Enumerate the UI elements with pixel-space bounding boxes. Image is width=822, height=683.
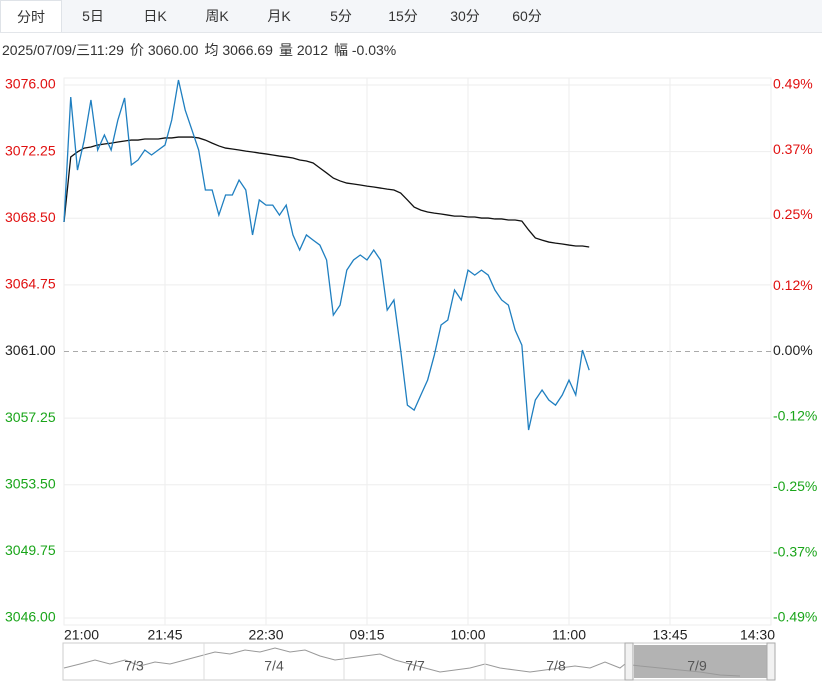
- x-tick-label: 22:30: [248, 627, 283, 643]
- tab[interactable]: 周K: [205, 8, 229, 24]
- y-tick-label: 3064.75: [5, 276, 56, 292]
- tab[interactable]: 日K: [143, 8, 167, 24]
- series-line: [63, 136, 590, 248]
- navigator-label: 7/4: [264, 658, 284, 674]
- y2-tick-label: -0.49%: [773, 609, 817, 625]
- x-tick-label: 14:30: [740, 627, 775, 643]
- tab[interactable]: 月K: [267, 8, 291, 24]
- y2-tick-label: 0.12%: [773, 277, 813, 293]
- y-tick-label: 3046.00: [5, 609, 56, 625]
- y-tick-label: 3068.50: [5, 209, 56, 225]
- navigator-handle[interactable]: [766, 642, 776, 681]
- navigator-label: 7/8: [546, 658, 566, 674]
- y-tick-label: 3061.00: [5, 342, 56, 358]
- navigator-label: 7/3: [124, 658, 144, 674]
- y2-tick-label: -0.12%: [773, 407, 817, 423]
- tab[interactable]: 30分: [450, 8, 480, 24]
- x-tick-label: 13:45: [652, 627, 687, 643]
- info-item: 均 3066.69: [204, 42, 273, 58]
- y-tick-label: 3076.00: [5, 76, 56, 92]
- y2-tick-label: -0.25%: [773, 478, 817, 494]
- navigator: 7/3 7/4 7/7 7/8 7/9: [62, 642, 776, 681]
- tab[interactable]: 5分: [330, 8, 352, 24]
- info-item: 幅 -0.03%: [334, 42, 397, 58]
- y-tick-label: 3072.25: [5, 142, 56, 158]
- navigator-label: 7/7: [405, 658, 425, 674]
- y2-tick-label: -0.37%: [773, 543, 817, 559]
- y2-tick-label: 0.25%: [773, 206, 813, 222]
- y-tick-label: 3049.75: [5, 542, 56, 558]
- series-line: [63, 79, 590, 431]
- y-tick-label: 3057.25: [5, 409, 56, 425]
- y2-tick-label: 0.49%: [773, 76, 813, 92]
- x-tick-label: 21:45: [147, 627, 182, 643]
- x-tick-label: 10:00: [450, 627, 485, 643]
- navigator-handle[interactable]: [624, 642, 634, 681]
- tab[interactable]: 60分: [512, 8, 542, 24]
- info-line: 2025/07/09/三11:29 价 3060.00 均 3066.69 量 201…: [2, 40, 402, 60]
- info-item: 价 3060.00: [129, 42, 199, 58]
- navigator-selection[interactable]: [634, 645, 767, 678]
- info-item: 量 2012: [278, 42, 328, 58]
- y2-tick-label: 0.37%: [773, 141, 813, 157]
- tab[interactable]: 5日: [82, 8, 104, 24]
- tab-bar: 分时 5日 日K 周K 月K 5分 15分 30分 60分: [0, 0, 822, 33]
- info-item: 2025/07/09/三11:29: [2, 42, 124, 58]
- tab[interactable]: 15分: [388, 8, 418, 24]
- navigator-label: 7/9: [687, 658, 707, 674]
- navigator-line: [63, 647, 741, 677]
- y2-tick-label: 0.00%: [773, 342, 813, 358]
- x-tick-label: 09:15: [349, 627, 384, 643]
- x-tick-label: 11:00: [552, 627, 586, 643]
- y-tick-label: 3053.50: [5, 475, 56, 491]
- x-tick-label: 21:00: [64, 627, 99, 643]
- tab[interactable]: 分时: [0, 0, 62, 32]
